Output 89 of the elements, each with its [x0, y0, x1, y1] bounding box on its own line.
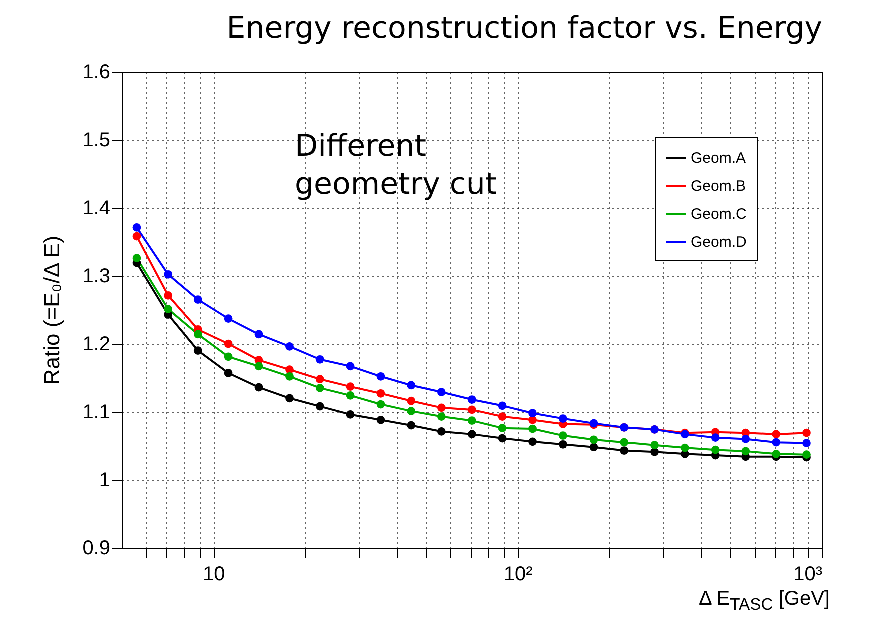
point — [468, 406, 476, 414]
point — [468, 396, 476, 404]
point — [437, 412, 446, 421]
point — [711, 446, 720, 454]
point — [437, 428, 446, 436]
point — [316, 384, 324, 392]
point — [286, 372, 294, 381]
point — [498, 434, 507, 443]
x-tick-label: 10 — [202, 564, 226, 586]
point — [498, 402, 507, 410]
point — [194, 296, 202, 304]
point — [346, 392, 355, 400]
point — [376, 389, 386, 398]
point — [164, 305, 173, 314]
point — [407, 381, 416, 390]
legend-label: Geom.A — [691, 150, 746, 167]
point — [559, 440, 568, 449]
point — [590, 436, 598, 444]
point — [224, 340, 233, 348]
point — [742, 447, 750, 456]
point — [528, 409, 537, 418]
x-tick-label: 10³ — [794, 564, 823, 586]
point — [620, 438, 629, 447]
point — [164, 292, 173, 300]
point — [407, 421, 416, 430]
point — [224, 369, 233, 378]
point — [376, 416, 386, 424]
point — [590, 443, 598, 452]
y-axis-title: Ratio (=E₀/Δ E) — [40, 236, 65, 386]
point — [437, 404, 446, 412]
y-tick-label: 1.1 — [82, 402, 110, 424]
point — [650, 441, 659, 450]
point — [316, 402, 324, 411]
point — [132, 232, 142, 241]
point — [620, 446, 629, 455]
x-axis-title: Δ E$_{TASC}$ [GeV] — [698, 588, 830, 615]
point — [346, 382, 355, 392]
point — [224, 352, 233, 362]
annotation: Different geometry cut — [295, 128, 498, 204]
point — [254, 330, 264, 339]
point — [772, 438, 781, 447]
y-tick-label: 1.6 — [82, 62, 110, 84]
point — [680, 444, 690, 452]
point — [528, 424, 537, 434]
point — [254, 383, 264, 392]
point — [528, 438, 537, 446]
point — [376, 400, 386, 409]
point — [346, 410, 355, 419]
point — [559, 414, 568, 423]
point — [132, 224, 142, 232]
y-tick-label: 1.4 — [82, 198, 110, 220]
legend-label: Geom.D — [691, 234, 748, 251]
point — [132, 254, 142, 262]
point — [802, 439, 811, 448]
point — [468, 416, 476, 426]
point — [407, 407, 416, 416]
point — [802, 428, 811, 438]
point — [559, 432, 568, 440]
y-tick-label: 1.3 — [82, 266, 110, 288]
point — [772, 430, 781, 439]
x-tick-label: 10² — [504, 564, 534, 586]
point — [437, 388, 446, 396]
y-tick-label: 1.5 — [82, 130, 110, 152]
point — [194, 346, 202, 355]
point — [528, 416, 537, 424]
point — [316, 355, 324, 364]
point — [194, 330, 202, 339]
point — [164, 270, 173, 279]
point — [498, 424, 507, 432]
point — [407, 396, 416, 406]
point — [254, 362, 264, 371]
legend-label: Geom.B — [691, 178, 746, 195]
y-tick-label: 1 — [99, 470, 110, 492]
point — [286, 342, 294, 351]
point — [772, 450, 781, 458]
y-tick-label: 1.2 — [82, 334, 110, 356]
point — [286, 394, 294, 403]
chart-title: Energy reconstruction factor vs. Energy — [226, 11, 822, 46]
point — [711, 434, 720, 442]
point — [224, 314, 233, 324]
point — [376, 372, 386, 381]
point — [802, 450, 811, 460]
point — [346, 362, 355, 371]
point — [742, 435, 750, 444]
point — [316, 375, 324, 384]
point — [468, 430, 476, 439]
point — [498, 412, 507, 421]
y-tick-label: 0.9 — [82, 538, 110, 560]
legend-label: Geom.C — [691, 206, 748, 223]
